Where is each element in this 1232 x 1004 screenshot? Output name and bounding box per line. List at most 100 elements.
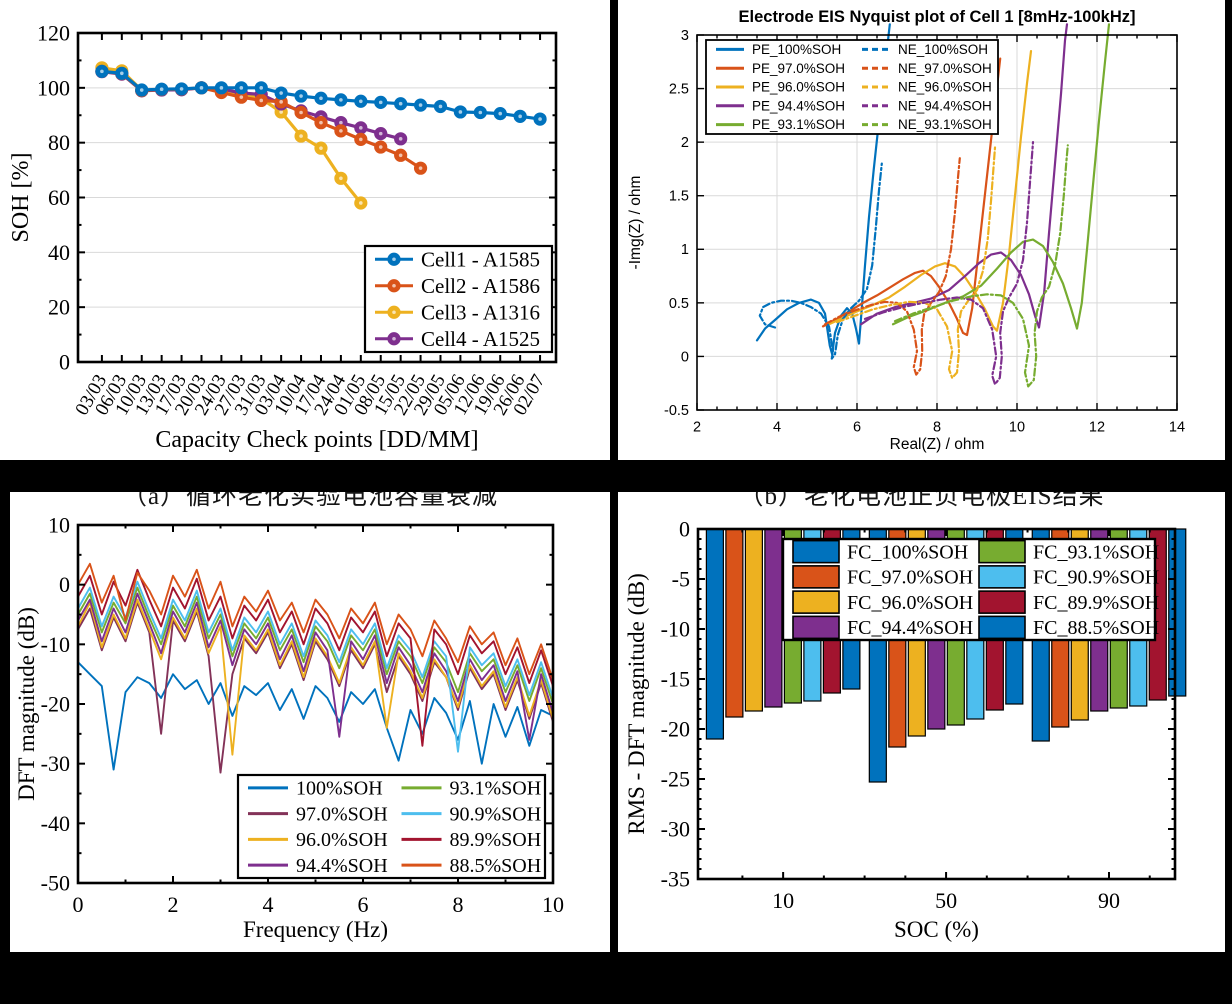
series-line <box>77 562 554 682</box>
svg-text:12: 12 <box>1089 420 1105 436</box>
svg-text:2: 2 <box>681 135 689 151</box>
series-line <box>77 598 554 756</box>
y-axis-label: -Img(Z) / ohm <box>627 176 644 270</box>
svg-text:10: 10 <box>48 512 70 537</box>
series-line <box>893 144 1069 388</box>
svg-text:NE_93.1%SOH: NE_93.1%SOH <box>898 117 992 132</box>
tick-marks <box>698 528 1175 880</box>
svg-text:PE_94.4%SOH: PE_94.4%SOH <box>752 98 845 113</box>
svg-text:FC_88.5%SOH: FC_88.5%SOH <box>1033 617 1159 639</box>
chart-title: Electrode EIS Nyquist plot of Cell 1 [8m… <box>739 8 1136 26</box>
svg-text:0: 0 <box>681 349 689 365</box>
svg-text:NE_100%SOH: NE_100%SOH <box>898 42 988 57</box>
svg-text:14: 14 <box>1169 420 1185 436</box>
svg-text:89.9%SOH: 89.9%SOH <box>450 829 542 851</box>
svg-text:FC_90.9%SOH: FC_90.9%SOH <box>1033 567 1159 589</box>
svg-text:80: 80 <box>48 130 70 155</box>
legend: 100%SOH 97.0%SOH 96.0%SOH 94.4%SOH 93.1%SOH 9… <box>236 773 547 880</box>
legend: PE_100%SOH PE_97.0%SOH PE_96.0%SOH PE_94.4%… <box>705 39 999 135</box>
dft-line-chart: 0 2 4 6 8 10 -50 -40 -30 -20 -10 0 10 Frequency (Hz) D… <box>14 512 564 942</box>
svg-text:FC_93.1%SOH: FC_93.1%SOH <box>1033 541 1159 563</box>
svg-text:NE_97.0%SOH: NE_97.0%SOH <box>898 61 992 76</box>
svg-text:0: 0 <box>59 572 70 597</box>
x-axis-label: Real(Z) / ohm <box>890 436 985 453</box>
series-line <box>758 162 883 360</box>
tick-labels: 2 4 6 8 10 12 14 -0.5 0 0.5 1 1.5 2 2.5 3 <box>664 28 1185 436</box>
y-axis-label: RMS - DFT magnitude (dB) <box>624 573 649 835</box>
plot-box <box>696 527 1177 881</box>
svg-text:8: 8 <box>933 420 941 436</box>
panel-eis-nyquist: 2 4 6 8 10 12 14 -0.5 0 0.5 1 1.5 2 2.5 3 Real(Z) / ohm… <box>618 0 1225 460</box>
svg-text:-15: -15 <box>661 666 690 691</box>
svg-text:4: 4 <box>773 420 781 436</box>
series <box>755 23 1111 388</box>
svg-text:-10: -10 <box>41 632 70 657</box>
svg-text:88.5%SOH: 88.5%SOH <box>450 855 542 877</box>
svg-text:-25: -25 <box>661 766 690 791</box>
svg-text:-40: -40 <box>41 811 70 836</box>
svg-text:Cell1 - A1585: Cell1 - A1585 <box>421 247 540 271</box>
x-axis-label: Frequency (Hz) <box>243 917 388 942</box>
x-axis-label: SOC (%) <box>894 917 979 942</box>
svg-text:0.5: 0.5 <box>669 296 689 312</box>
svg-text:120: 120 <box>37 20 70 45</box>
svg-text:10: 10 <box>772 888 794 913</box>
svg-text:20: 20 <box>48 295 70 320</box>
tick-labels: 0 2 4 6 8 10 -50 -40 -30 -20 -10 0 10 <box>41 512 564 917</box>
svg-text:2: 2 <box>693 420 701 436</box>
svg-text:90.9%SOH: 90.9%SOH <box>450 803 542 825</box>
svg-text:6: 6 <box>358 892 369 917</box>
svg-text:10: 10 <box>542 892 564 917</box>
svg-text:PE_100%SOH: PE_100%SOH <box>752 42 841 57</box>
series-line <box>77 586 554 705</box>
series-line <box>77 580 554 753</box>
svg-text:0: 0 <box>679 516 690 541</box>
svg-text:4: 4 <box>263 892 274 917</box>
svg-text:100%SOH: 100%SOH <box>296 778 383 800</box>
svg-text:2.5: 2.5 <box>669 82 689 98</box>
tick-marks <box>77 524 554 884</box>
svg-text:-0.5: -0.5 <box>664 403 689 419</box>
panel-rms-bars: （b）老化电池正负电极EIS结果 10 50 90 -35 -30 -25 -20 -15 -1… <box>618 492 1225 952</box>
series-line <box>835 146 997 379</box>
svg-text:0: 0 <box>59 349 70 374</box>
series-line <box>77 568 554 747</box>
series-line <box>863 141 1035 386</box>
svg-text:-20: -20 <box>661 716 690 741</box>
svg-text:6: 6 <box>853 420 861 436</box>
svg-text:0: 0 <box>73 892 84 917</box>
svg-text:2: 2 <box>168 892 179 917</box>
svg-text:NE_94.4%SOH: NE_94.4%SOH <box>898 98 992 113</box>
panel-dft-magnitude: （a）循环老化实验电池容量衰减 0 2 4 6 8 10 -50 -40 -30 -20 -10 0 1… <box>10 492 610 952</box>
svg-text:Cell4 - A1525: Cell4 - A1525 <box>421 327 540 351</box>
tick-labels: 03/0306/0310/0313/0317/0320/0324/0327/03… <box>37 20 549 419</box>
svg-text:FC_89.9%SOH: FC_89.9%SOH <box>1033 592 1159 614</box>
svg-text:-35: -35 <box>661 866 690 891</box>
svg-text:1: 1 <box>681 242 689 258</box>
nyquist-chart: 2 4 6 8 10 12 14 -0.5 0 0.5 1 1.5 2 2.5 3 Real(Z) / ohm… <box>627 8 1185 453</box>
svg-text:90: 90 <box>1098 888 1120 913</box>
soh-line-chart: 03/0306/0310/0313/0317/0320/0324/0327/03… <box>8 20 558 453</box>
series <box>95 61 547 210</box>
svg-text:3: 3 <box>681 28 689 44</box>
svg-text:-10: -10 <box>661 616 690 641</box>
tick-marks <box>696 34 1178 411</box>
svg-text:-30: -30 <box>661 816 690 841</box>
series-line <box>821 57 1002 337</box>
x-axis-label: Capacity Check points [DD/MM] <box>155 427 478 453</box>
series-line <box>77 592 554 741</box>
svg-text:-30: -30 <box>41 751 70 776</box>
tick-labels: 10 50 90 -35 -30 -25 -20 -15 -10 -5 0 <box>661 516 1120 913</box>
svg-text:93.1%SOH: 93.1%SOH <box>450 778 542 800</box>
caption-a: （a）循环老化实验电池容量衰减 <box>121 492 499 510</box>
y-axis-label: DFT magnitude (dB) <box>14 607 39 801</box>
svg-text:8: 8 <box>453 892 464 917</box>
svg-text:-20: -20 <box>41 691 70 716</box>
svg-text:1.5: 1.5 <box>669 189 689 205</box>
svg-text:FC_100%SOH: FC_100%SOH <box>847 541 968 563</box>
svg-text:60: 60 <box>48 185 70 210</box>
svg-text:-50: -50 <box>41 870 70 895</box>
svg-text:FC_97.0%SOH: FC_97.0%SOH <box>847 567 973 589</box>
